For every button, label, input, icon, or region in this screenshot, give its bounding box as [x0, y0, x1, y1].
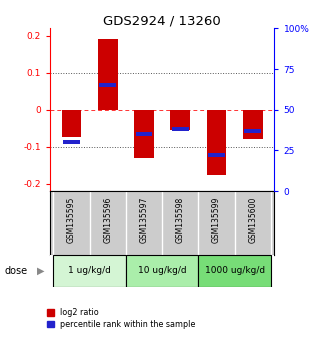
Text: GSM135600: GSM135600	[248, 196, 257, 242]
Text: GSM135598: GSM135598	[176, 196, 185, 242]
Bar	[243, 110, 263, 139]
Bar	[98, 39, 118, 110]
Bar	[170, 110, 190, 130]
Bar	[198, 255, 271, 287]
Bar	[126, 255, 198, 287]
Bar	[135, 132, 152, 136]
Bar	[208, 154, 225, 157]
Text: ▶: ▶	[37, 266, 44, 276]
Title: GDS2924 / 13260: GDS2924 / 13260	[103, 14, 221, 27]
Bar	[53, 255, 126, 287]
Bar	[206, 110, 226, 175]
Text: GSM135596: GSM135596	[103, 196, 112, 242]
Text: GSM135597: GSM135597	[140, 196, 149, 242]
Text: 1000 ug/kg/d: 1000 ug/kg/d	[204, 266, 265, 275]
Bar	[99, 84, 116, 87]
Legend: log2 ratio, percentile rank within the sample: log2 ratio, percentile rank within the s…	[48, 308, 195, 329]
Text: 1 ug/kg/d: 1 ug/kg/d	[68, 266, 111, 275]
Bar	[62, 110, 82, 137]
Bar	[63, 141, 80, 144]
Text: 10 ug/kg/d: 10 ug/kg/d	[138, 266, 187, 275]
Bar	[134, 110, 154, 158]
Text: GSM135595: GSM135595	[67, 196, 76, 242]
Text: dose: dose	[5, 266, 28, 276]
Bar	[244, 129, 261, 133]
Text: GSM135599: GSM135599	[212, 196, 221, 242]
Bar	[172, 127, 189, 131]
